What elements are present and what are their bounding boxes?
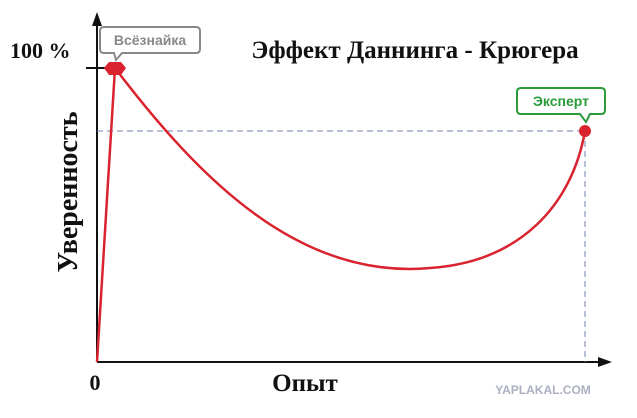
x-arrow bbox=[598, 357, 612, 367]
origin-label: 0 bbox=[90, 370, 101, 395]
y-top-label: 100 % bbox=[10, 38, 71, 63]
novice-point bbox=[104, 62, 126, 75]
curve bbox=[95, 64, 587, 363]
y-arrow bbox=[92, 12, 102, 26]
expert-label: Эксперт bbox=[533, 93, 589, 109]
y-axis-label: Уверенность bbox=[53, 111, 84, 272]
novice-label: Всёзнайка bbox=[114, 32, 186, 48]
expert-callout bbox=[516, 87, 606, 124]
watermark: YAPLAKAL.COM bbox=[495, 383, 591, 397]
expert-point bbox=[579, 125, 591, 137]
title: Эффект Даннинга - Крюгера bbox=[251, 37, 579, 64]
novice-callout bbox=[99, 26, 201, 63]
x-axis-label: Опыт bbox=[272, 370, 338, 397]
